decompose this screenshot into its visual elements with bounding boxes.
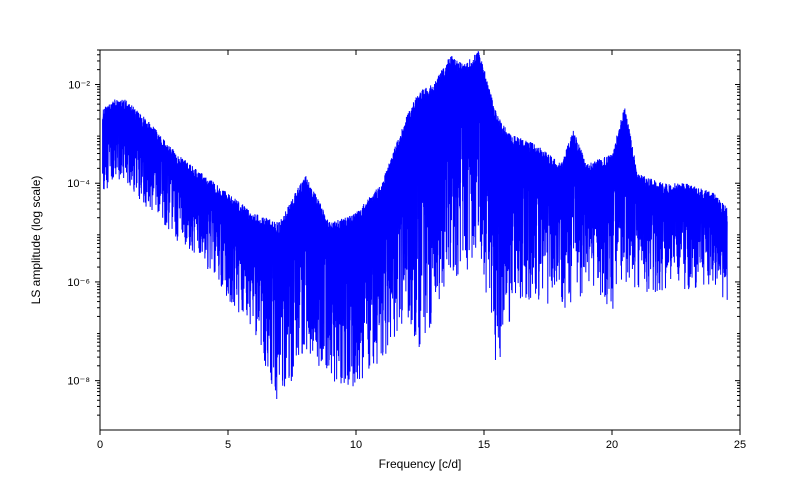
svg-text:0: 0 xyxy=(97,439,103,451)
svg-text:10⁻⁴: 10⁻⁴ xyxy=(67,178,90,190)
svg-text:10⁻⁶: 10⁻⁶ xyxy=(67,277,90,289)
periodogram-chart: 0 5 10 15 20 25 10⁻⁸ 10⁻⁶ 10⁻⁴ 10⁻² Frequency [c/d… xyxy=(0,0,800,500)
svg-text:10⁻²: 10⁻² xyxy=(68,79,90,91)
svg-text:Frequency [c/d]: Frequency [c/d] xyxy=(379,457,462,471)
svg-text:25: 25 xyxy=(734,439,746,451)
svg-text:10⁻⁸: 10⁻⁸ xyxy=(67,376,90,388)
svg-text:5: 5 xyxy=(225,439,231,451)
svg-text:10: 10 xyxy=(350,439,362,451)
chart-svg: 0 5 10 15 20 25 10⁻⁸ 10⁻⁶ 10⁻⁴ 10⁻² Frequency [c/d… xyxy=(0,0,800,500)
svg-text:20: 20 xyxy=(606,439,618,451)
svg-text:15: 15 xyxy=(478,439,490,451)
svg-text:LS amplitude (log scale): LS amplitude (log scale) xyxy=(29,176,43,305)
